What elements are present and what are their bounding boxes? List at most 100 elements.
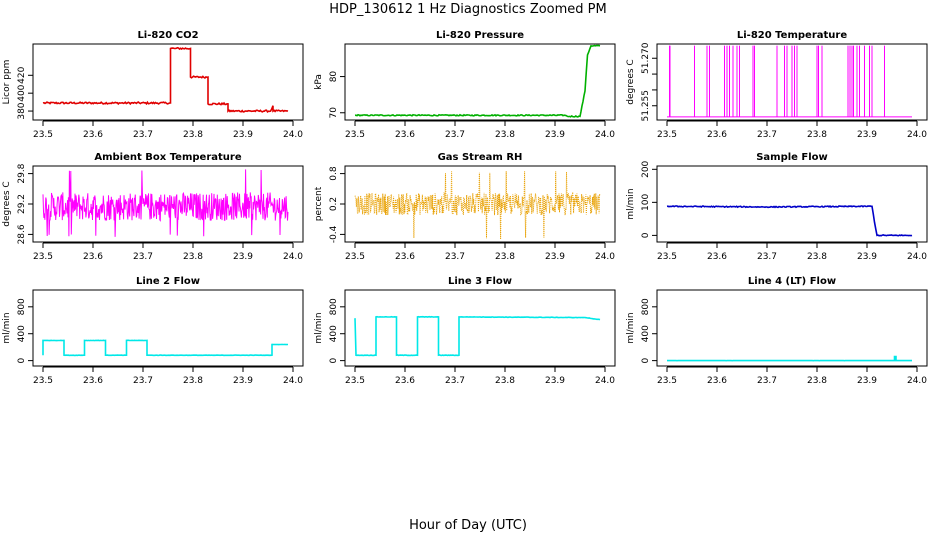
x-tick-label: 24.0 <box>283 376 303 386</box>
x-tick-label: 23.8 <box>183 376 203 386</box>
y-tick-label: 420 <box>17 66 27 83</box>
y-tick-label: 28.6 <box>17 224 27 244</box>
x-tick-label: 23.5 <box>33 130 53 140</box>
data-layer <box>42 46 289 114</box>
x-tick-label: 23.6 <box>707 376 727 386</box>
y-tick-label: 80 <box>329 71 339 83</box>
panel-title: Gas Stream RH <box>438 152 523 163</box>
y-tick-label: 800 <box>17 298 27 315</box>
data-layer <box>354 315 601 357</box>
x-tick-label: 23.9 <box>857 376 877 386</box>
y-axis-label: ml/min <box>626 312 636 343</box>
panel-title: Li-820 Pressure <box>436 30 524 41</box>
plot-frame <box>656 165 928 243</box>
x-tick-label: 23.8 <box>495 376 515 386</box>
x-tick-label: 23.7 <box>133 376 153 386</box>
x-tick-label: 23.7 <box>133 130 153 140</box>
series-line <box>42 169 289 237</box>
x-tick-label: 23.6 <box>707 252 727 262</box>
x-tick-label: 23.8 <box>495 252 515 262</box>
y-tick-label: 800 <box>329 298 339 315</box>
x-tick-label: 23.6 <box>395 252 415 262</box>
y-axis-label: Licor ppm <box>2 60 12 105</box>
x-tick-label: 23.8 <box>807 252 827 262</box>
y-tick-label: 200 <box>641 160 651 177</box>
y-tick-label: -0.4 <box>329 225 339 243</box>
y-axis-label: degrees C <box>626 59 636 104</box>
y-axis-label: percent <box>314 186 324 221</box>
plot-frame <box>344 165 616 243</box>
x-tick-label: 23.9 <box>545 130 565 140</box>
panel-title: Li-820 Temperature <box>737 30 847 41</box>
x-tick-label: 23.8 <box>183 130 203 140</box>
y-tick-label: 800 <box>641 298 651 315</box>
y-tick-label: 400 <box>641 325 651 342</box>
y-tick-label: 400 <box>329 325 339 342</box>
x-tick-label: 24.0 <box>595 130 615 140</box>
y-tick-label: 51.255 <box>641 90 651 122</box>
data-layer <box>354 44 601 118</box>
y-tick-label: 51.270 <box>641 42 651 74</box>
y-tick-label: 0.8 <box>329 166 339 181</box>
x-tick-label: 23.5 <box>345 130 365 140</box>
data-layer <box>42 169 289 237</box>
x-tick-label: 23.6 <box>83 376 103 386</box>
plot-frame <box>344 43 616 121</box>
x-tick-label: 23.6 <box>83 130 103 140</box>
y-tick-label: 0 <box>641 357 651 363</box>
plot-frame <box>656 43 928 121</box>
x-tick-label: 23.5 <box>657 130 677 140</box>
y-tick-label: 400 <box>17 84 27 101</box>
x-tick-label: 23.8 <box>807 376 827 386</box>
x-tick-label: 23.5 <box>345 376 365 386</box>
plot-frame <box>656 289 928 367</box>
x-tick-label: 23.6 <box>395 376 415 386</box>
data-layer <box>42 339 288 357</box>
chart-panel-4: Ambient Box Temperature degrees C 23.5 23.6… <box>2 152 304 262</box>
x-tick-label: 23.7 <box>445 376 465 386</box>
x-tick-label: 24.0 <box>595 376 615 386</box>
x-tick-label: 23.9 <box>857 130 877 140</box>
y-axis-label: degrees C <box>2 181 12 226</box>
chart-panel-6: Sample Flow ml/min 23.5 23.6 23.7 23.8 23.9 24.… <box>626 152 928 262</box>
chart-panel-8: Line 3 Flow ml/min 23.5 23.6 23.7 23.8 23.9 24.… <box>314 276 616 386</box>
y-tick-label: 70 <box>329 107 339 119</box>
x-tick-label: 23.7 <box>445 130 465 140</box>
x-tick-label: 23.5 <box>657 252 677 262</box>
plot-frame <box>32 43 304 121</box>
x-tick-label: 23.9 <box>233 130 253 140</box>
x-tick-label: 23.8 <box>807 130 827 140</box>
y-tick-label: 400 <box>17 325 27 342</box>
plot-frame <box>32 289 304 367</box>
x-tick-label: 23.8 <box>495 130 515 140</box>
plot-frame <box>32 165 304 243</box>
x-tick-label: 24.0 <box>907 376 927 386</box>
x-tick-label: 23.5 <box>33 252 53 262</box>
series-line <box>42 46 289 114</box>
x-tick-label: 23.7 <box>133 252 153 262</box>
panel-title: Li-820 CO2 <box>137 30 198 41</box>
series-line <box>354 315 601 357</box>
y-axis-label: ml/min <box>2 312 12 343</box>
x-tick-label: 23.8 <box>183 252 203 262</box>
x-tick-label: 24.0 <box>595 252 615 262</box>
x-tick-label: 24.0 <box>283 130 303 140</box>
x-tick-label: 23.6 <box>395 130 415 140</box>
x-tick-label: 23.7 <box>757 130 777 140</box>
x-tick-label: 23.7 <box>757 376 777 386</box>
figure-x-axis-label: Hour of Day (UTC) <box>409 518 527 533</box>
series-line <box>354 44 601 118</box>
panel-title: Ambient Box Temperature <box>94 152 241 163</box>
x-tick-label: 24.0 <box>907 130 927 140</box>
x-tick-label: 23.9 <box>545 376 565 386</box>
panel-title: Line 2 Flow <box>136 276 200 287</box>
data-layer <box>354 171 601 240</box>
series-line <box>667 355 912 362</box>
plot-frame <box>344 289 616 367</box>
series-line <box>666 205 913 237</box>
x-tick-label: 23.9 <box>233 252 253 262</box>
y-tick-label: 0 <box>641 232 651 238</box>
chart-panel-2: Li-820 Pressure kPa 23.5 23.6 23.7 23.8 23.9 24… <box>314 30 616 140</box>
chart-panel-5: Gas Stream RH percent 23.5 23.6 23.7 23.8 23.9… <box>314 152 616 262</box>
